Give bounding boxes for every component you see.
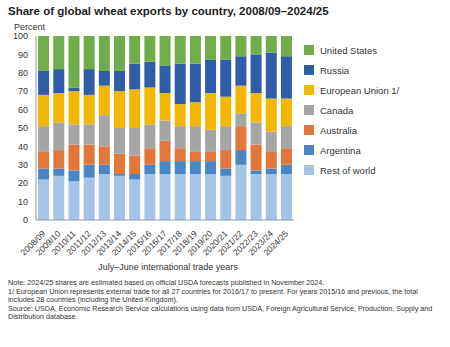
html-text:Russia: Russia: [320, 64, 349, 76]
html-text:Note: 2024/25 shares are estim: Note: 2024/25 shares are estimated based…: [8, 278, 325, 287]
svg-text:2024/25: 2024/25: [261, 228, 290, 257]
svg-text:2012/13: 2012/13: [79, 228, 108, 258]
html-text:Percent: Percent: [14, 22, 45, 32]
svg-text:2022/23: 2022/23: [230, 228, 260, 258]
html-text:Share of global wheat exports: Share of global wheat exports by country…: [8, 5, 329, 17]
svg-text:50: 50: [18, 123, 28, 133]
html-text:Canada: Canada: [320, 104, 354, 116]
html-text:1/ European Union represents e: 1/ European Union represents external tr…: [8, 286, 418, 305]
svg-text:2015/16: 2015/16: [124, 228, 154, 258]
html-text:Rest of world: Rest of world: [320, 164, 376, 176]
svg-text:2014/15: 2014/15: [109, 228, 139, 258]
svg-text:80: 80: [18, 68, 28, 78]
svg-text:100: 100: [13, 31, 28, 41]
svg-text:90: 90: [18, 50, 28, 60]
svg-text:10: 10: [18, 197, 28, 207]
svg-text:2023/24: 2023/24: [246, 228, 275, 258]
svg-text:2018/19: 2018/19: [170, 228, 199, 258]
svg-text:2010/11: 2010/11: [49, 228, 78, 257]
svg-text:2008/09: 2008/09: [18, 228, 48, 258]
html-text:Australia: Australia: [320, 124, 357, 136]
svg-text:20: 20: [18, 178, 28, 188]
svg-text:2009/10: 2009/10: [33, 228, 63, 258]
svg-text:60: 60: [18, 105, 28, 115]
svg-text:2017/18: 2017/18: [155, 228, 184, 258]
svg-text:2011/12: 2011/12: [64, 228, 93, 257]
svg-text:40: 40: [18, 142, 28, 152]
svg-text:0: 0: [23, 215, 28, 225]
html-text:United States: United States: [320, 44, 377, 56]
html-text:July–June international trade: July–June international trade years: [98, 262, 238, 272]
html-text:European Union 1/: European Union 1/: [320, 84, 400, 96]
svg-text:2013/14: 2013/14: [94, 228, 124, 258]
svg-text:2021/22: 2021/22: [215, 228, 245, 258]
svg-text:70: 70: [18, 86, 28, 96]
html-text:Argentina: Argentina: [320, 144, 361, 156]
svg-text:2016/17: 2016/17: [139, 228, 169, 258]
svg-text:30: 30: [18, 160, 28, 170]
html-text:Source: USDA, Economic Researc: Source: USDA, Economic Research Service …: [8, 303, 433, 322]
svg-text:2020/21: 2020/21: [200, 228, 230, 258]
svg-text:2019/20: 2019/20: [185, 228, 215, 258]
